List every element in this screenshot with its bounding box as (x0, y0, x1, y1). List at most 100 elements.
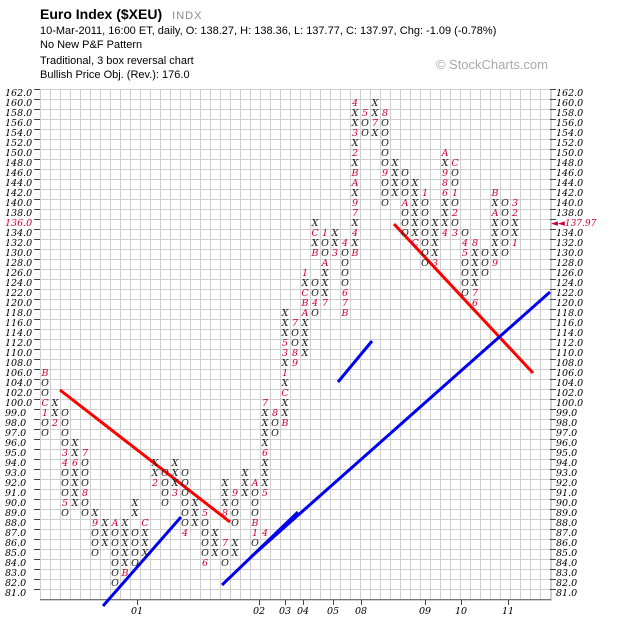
axis-tick-left (34, 349, 40, 350)
pnf-cell: 2 (351, 148, 359, 159)
price-label-right: 154.0 (556, 128, 584, 139)
axis-tick-left (34, 489, 40, 490)
axis-tick-left (34, 259, 40, 260)
pnf-cell: O (41, 388, 49, 399)
pnf-cell: O (251, 488, 259, 499)
pnf-cell: X (231, 538, 239, 549)
pnf-cell: 1 (281, 368, 289, 379)
year-label: 03 (278, 606, 292, 617)
pnf-cell: O (381, 128, 389, 139)
pnf-cell: X (471, 278, 479, 289)
pnf-cell: 4 (311, 298, 319, 309)
axis-tick-left (34, 549, 40, 550)
pnf-cell: O (481, 248, 489, 259)
pnf-cell: O (81, 508, 89, 519)
price-label-left: 140.0 (5, 198, 33, 209)
pattern-status: No New P&F Pattern (40, 39, 143, 51)
pnf-cell: 6 (71, 458, 79, 469)
price-label-right: 104.0 (556, 378, 584, 389)
axis-tick-left (34, 539, 40, 540)
pnf-cell: X (391, 168, 399, 179)
axis-tick-left (34, 429, 40, 430)
pnf-cell: X (131, 498, 139, 509)
pnf-cell: O (451, 168, 459, 179)
pnf-cell: X (431, 238, 439, 249)
pnf-cell: O (401, 168, 409, 179)
pnf-cell: O (81, 468, 89, 479)
pnf-cell: B (351, 248, 359, 259)
pnf-cell: X (131, 508, 139, 519)
pnf-cell: 9 (291, 358, 299, 369)
price-label-right: 146.0 (556, 168, 584, 179)
price-label-left: 112.0 (5, 338, 33, 349)
pnf-cell: X (311, 218, 319, 229)
year-label: 04 (296, 606, 310, 617)
pnf-cell: O (421, 198, 429, 209)
pnf-cell: B (311, 248, 319, 259)
pnf-cell: O (181, 478, 189, 489)
year-label: 11 (501, 606, 515, 617)
price-label-right: 83.0 (556, 568, 578, 579)
pnf-cell: X (301, 348, 309, 359)
year-label: 09 (418, 606, 432, 617)
pnf-cell: X (121, 518, 129, 529)
price-label-left: 152.0 (5, 138, 33, 149)
axis-tick-left (34, 99, 40, 100)
axis-tick-left (34, 439, 40, 440)
axis-tick-left (34, 309, 40, 310)
pnf-cell: 7 (471, 288, 479, 299)
pnf-cell: 7 (341, 298, 349, 309)
price-label-left: 116.0 (5, 318, 33, 329)
pnf-cell: O (451, 198, 459, 209)
chart-symbol-title: Euro Index ($XEU) (40, 6, 163, 22)
axis-tick-right (550, 169, 556, 170)
pnf-cell: X (231, 548, 239, 559)
price-label-right: 92.0 (556, 478, 578, 489)
price-label-right: 162.0 (556, 88, 584, 99)
pnf-cell: O (111, 538, 119, 549)
pnf-cell: O (41, 418, 49, 429)
pnf-cell: X (351, 158, 359, 169)
price-label-right: 96.0 (556, 438, 578, 449)
axis-tick-left (34, 219, 40, 220)
axis-tick-left (34, 559, 40, 560)
pnf-cell: O (311, 278, 319, 289)
axis-tick-right (550, 379, 556, 380)
pnf-cell: O (311, 308, 319, 319)
pnf-cell: O (91, 538, 99, 549)
axis-tick-right (550, 339, 556, 340)
pnf-cell: X (101, 538, 109, 549)
pnf-cell: X (151, 468, 159, 479)
pnf-cell: X (301, 328, 309, 339)
pnf-cell: X (91, 508, 99, 519)
pnf-cell: O (421, 248, 429, 259)
year-tick (137, 600, 138, 605)
pnf-cell: 3 (451, 228, 459, 239)
axis-tick-right (550, 159, 556, 160)
axis-tick-right (550, 239, 556, 240)
axis-tick-right (550, 559, 556, 560)
axis-tick-left (34, 279, 40, 280)
pnf-cell: O (131, 548, 139, 559)
price-label-left: 81.0 (5, 588, 27, 599)
pnf-cell: O (61, 478, 69, 489)
axis-tick-left (34, 199, 40, 200)
pnf-cell: 7 (291, 318, 299, 329)
pnf-cell: O (41, 378, 49, 389)
pnf-cell: B (301, 298, 309, 309)
pnf-cell: O (291, 328, 299, 339)
pnf-cell: 1 (421, 188, 429, 199)
price-label-right: 99.0 (556, 408, 578, 419)
pnf-cell: O (111, 558, 119, 569)
pnf-cell: O (361, 128, 369, 139)
pnf-cell: O (111, 548, 119, 559)
price-label-right: 160.0 (556, 98, 584, 109)
pnf-cell: 6 (441, 188, 449, 199)
pnf-cell: O (91, 528, 99, 539)
pnf-cell: X (261, 458, 269, 469)
stockcharts-watermark: © StockCharts.com (435, 57, 548, 72)
pnf-cell: X (371, 128, 379, 139)
price-label-left: 148.0 (5, 158, 33, 169)
price-label-right: 90.0 (556, 498, 578, 509)
axis-tick-left (34, 359, 40, 360)
